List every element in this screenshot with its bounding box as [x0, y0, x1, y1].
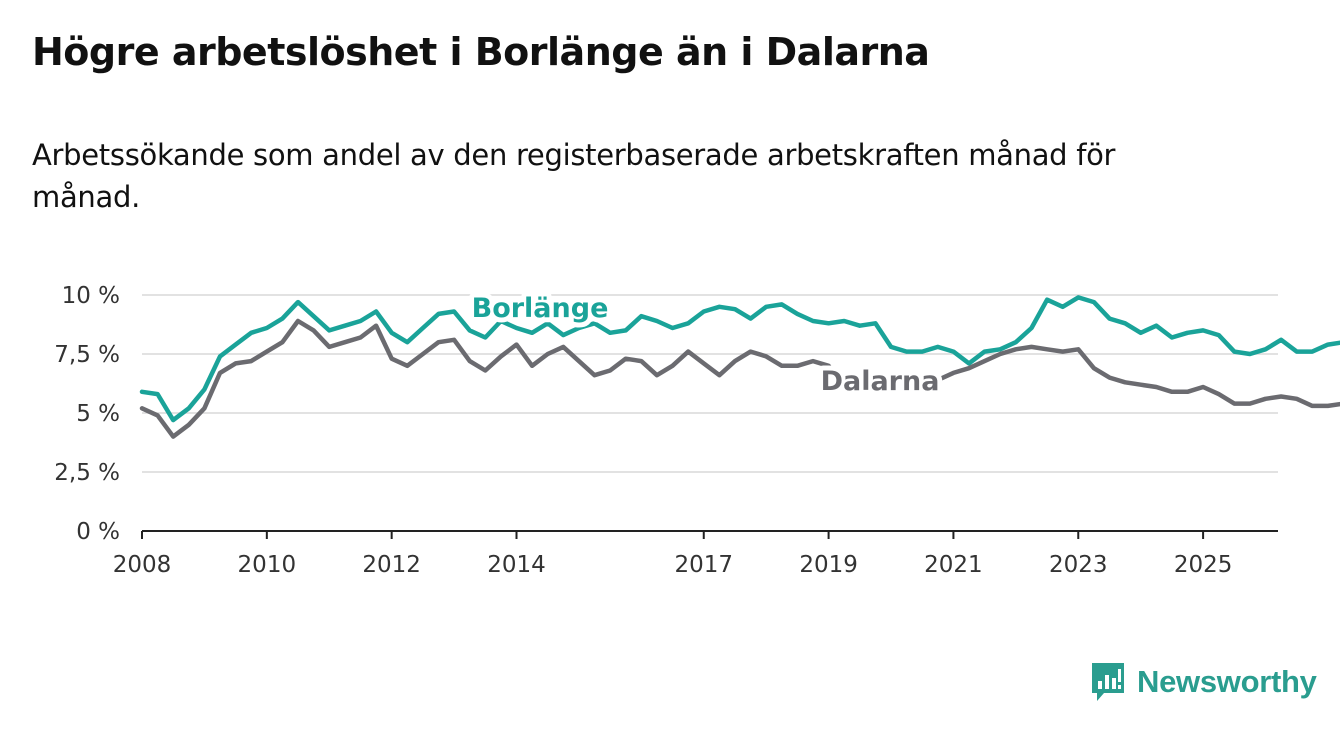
x-tick-label: 2010: [238, 552, 297, 578]
y-tick-label: 2,5 %: [54, 460, 120, 486]
x-tick-label: 2012: [362, 552, 421, 578]
series-label-borlänge: Borlänge: [472, 293, 609, 324]
y-tick-label: 10 %: [62, 283, 120, 309]
series-line-borlänge: [139, 295, 1340, 423]
brand-name: Newsworthy: [1137, 664, 1317, 699]
bar-chart-icon: [1092, 663, 1124, 701]
y-tick-label: 5 %: [76, 401, 120, 427]
y-tick-label: 7,5 %: [54, 342, 120, 368]
chart-subtitle: Arbetssökande som andel av den registerb…: [32, 138, 1116, 214]
series-line-dalarna: [139, 318, 1340, 439]
x-tick-label: 2017: [674, 552, 733, 578]
x-tick-label: 2023: [1049, 552, 1108, 578]
series-label-dalarna: Dalarna: [821, 366, 940, 397]
x-tick-label: 2008: [113, 552, 172, 578]
x-tick-label: 2019: [799, 552, 858, 578]
x-tick-label: 2025: [1174, 552, 1233, 578]
x-tick-label: 2014: [487, 552, 546, 578]
x-tick-label: 2021: [924, 552, 983, 578]
y-tick-label: 0 %: [76, 519, 120, 545]
chart-title: Högre arbetslöshet i Borlänge än i Dalar…: [32, 30, 930, 74]
newsworthy-logo: Newsworthy: [1089, 660, 1317, 704]
